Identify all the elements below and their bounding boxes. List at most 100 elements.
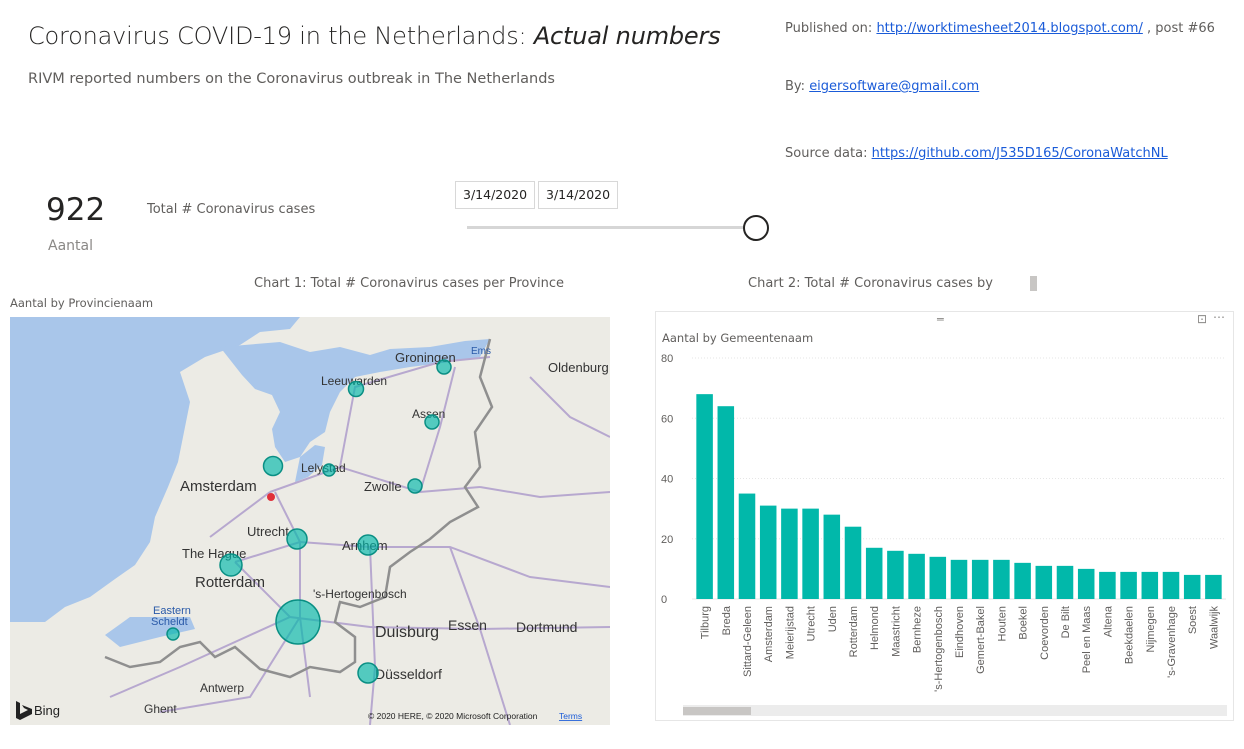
province-bubble bbox=[436, 359, 452, 375]
bar[interactable] bbox=[823, 514, 841, 599]
x-tick-label: Tilburg bbox=[700, 606, 712, 639]
bar[interactable] bbox=[993, 559, 1010, 599]
national-border bbox=[104, 338, 494, 679]
published-line: Published on: http://worktimesheet2014.b… bbox=[785, 21, 1215, 36]
place-label: 's-Hertogenbosch bbox=[313, 587, 407, 601]
source-data-link[interactable]: https://github.com/J535D165/CoronaWatchN… bbox=[871, 146, 1168, 161]
province-bubble bbox=[347, 380, 365, 398]
map-chart-title: Chart 1: Total # Coronavirus cases per P… bbox=[254, 276, 565, 291]
bar[interactable] bbox=[1099, 571, 1116, 599]
province-bubble bbox=[219, 553, 243, 577]
drag-handle-icon[interactable]: ═ bbox=[937, 313, 944, 326]
bar-chart-title: Chart 2: Total # Coronavirus cases by bbox=[748, 276, 993, 291]
bar[interactable] bbox=[971, 559, 989, 599]
y-tick-label: 60 bbox=[661, 413, 673, 425]
place-label: Ghent bbox=[144, 702, 177, 716]
place-label: Antwerp bbox=[200, 681, 244, 695]
province-bubble bbox=[357, 534, 379, 556]
province-bubble bbox=[286, 528, 308, 550]
x-tick-label: Uden bbox=[827, 606, 839, 632]
bar[interactable] bbox=[1205, 574, 1222, 599]
bar[interactable] bbox=[1141, 571, 1159, 599]
bar[interactable] bbox=[1056, 565, 1074, 599]
x-tick-label: Rotterdam bbox=[848, 606, 860, 657]
x-tick-label: Gemert-Bakel bbox=[975, 606, 987, 674]
place-label: Essen bbox=[448, 617, 487, 633]
x-tick-label: Breda bbox=[721, 605, 733, 635]
north-sea bbox=[10, 317, 300, 622]
province-bubble bbox=[322, 463, 336, 477]
x-tick-label: Meierijstad bbox=[784, 606, 796, 659]
page-title: Coronavirus COVID-19 in the Netherlands:… bbox=[28, 22, 721, 50]
published-link[interactable]: http://worktimesheet2014.blogspot.com/ bbox=[876, 21, 1143, 36]
bar[interactable] bbox=[1162, 571, 1180, 599]
author-email-link[interactable]: eigersoftware@gmail.com bbox=[809, 79, 980, 94]
focus-mode-icon[interactable]: ⊡ bbox=[1197, 312, 1208, 326]
scrollbar-thumb[interactable] bbox=[683, 707, 751, 715]
bar[interactable] bbox=[738, 493, 756, 599]
place-label: Dortmund bbox=[516, 619, 577, 635]
x-tick-label: 's-Hertogenbosch bbox=[933, 606, 945, 692]
bar[interactable] bbox=[781, 508, 798, 599]
x-tick-label: 's-Gravenhage bbox=[1166, 606, 1178, 678]
date-slider-track[interactable] bbox=[467, 226, 755, 229]
x-tick-label: Eindhoven bbox=[954, 606, 966, 658]
horizontal-scrollbar[interactable] bbox=[683, 705, 1227, 716]
date-end-input[interactable]: 3/14/2020 bbox=[538, 181, 619, 209]
bar[interactable] bbox=[1120, 571, 1137, 599]
map-viz-title: Aantal by Provincienaam bbox=[10, 296, 154, 310]
map-terms-link[interactable]: Terms bbox=[559, 711, 582, 721]
x-tick-label: Peel en Maas bbox=[1081, 606, 1093, 674]
bar[interactable] bbox=[1077, 568, 1095, 599]
bar-viz-title: Aantal by Gemeentenaam bbox=[662, 331, 814, 345]
x-tick-label: De Bilt bbox=[1060, 606, 1072, 638]
bar[interactable] bbox=[696, 394, 713, 599]
bar[interactable] bbox=[717, 406, 735, 599]
bar[interactable] bbox=[865, 547, 883, 599]
x-tick-label: Utrecht bbox=[806, 606, 818, 641]
source-line: Source data: https://github.com/J535D165… bbox=[785, 146, 1168, 161]
bar[interactable] bbox=[908, 553, 925, 599]
province-map[interactable]: Groningen Leeuwarden Oldenburg Assen Lel… bbox=[10, 317, 610, 725]
place-label: Zwolle bbox=[364, 479, 402, 494]
place-label: Eastern bbox=[153, 605, 191, 617]
title-main: Coronavirus COVID-19 in the Netherlands: bbox=[28, 22, 534, 50]
x-tick-label: Nijmegen bbox=[1145, 606, 1157, 652]
x-tick-label: Bernheze bbox=[912, 606, 924, 653]
bar[interactable] bbox=[802, 508, 819, 599]
bar[interactable] bbox=[844, 526, 862, 599]
date-slider-handle[interactable] bbox=[743, 215, 769, 241]
x-tick-label: Houten bbox=[996, 606, 1008, 641]
y-tick-label: 0 bbox=[661, 594, 667, 606]
card-title: Total # Coronavirus cases bbox=[147, 202, 316, 217]
bar[interactable] bbox=[1035, 565, 1053, 599]
bar[interactable] bbox=[759, 505, 777, 599]
place-label: Oldenburg bbox=[548, 360, 609, 375]
published-prefix: Published on: bbox=[785, 21, 877, 36]
province-bubble bbox=[275, 599, 321, 645]
province-bubble bbox=[424, 414, 440, 430]
place-label: Amsterdam bbox=[180, 478, 257, 495]
capital-marker bbox=[267, 493, 275, 501]
title-emphasis: Actual numbers bbox=[533, 22, 721, 50]
x-tick-label: Beekdaelen bbox=[1124, 606, 1136, 664]
bar[interactable] bbox=[1183, 574, 1201, 599]
bar-chart-panel[interactable]: ═ ⊡ ⋯ Aantal by Gemeentenaam 0 20 40 60 80 Ti… bbox=[655, 310, 1234, 721]
province-bubble bbox=[262, 455, 284, 477]
place-label: Düsseldorf bbox=[375, 666, 442, 682]
more-options-icon[interactable]: ⋯ bbox=[1213, 310, 1225, 324]
bar[interactable] bbox=[929, 556, 947, 599]
bar[interactable] bbox=[887, 550, 904, 599]
card-value: 922 bbox=[46, 192, 106, 228]
published-suffix: , post #66 bbox=[1142, 21, 1215, 36]
province-bubble bbox=[166, 627, 180, 641]
bar[interactable] bbox=[1014, 562, 1031, 599]
place-label: Rotterdam bbox=[195, 574, 265, 591]
x-tick-label: Sittard-Geleen bbox=[742, 606, 754, 677]
date-start-input[interactable]: 3/14/2020 bbox=[455, 181, 536, 209]
page-subtitle: RIVM reported numbers on the Coronavirus… bbox=[28, 71, 555, 87]
place-label: Duisburg bbox=[375, 624, 439, 641]
x-tick-label: Amsterdam bbox=[763, 606, 775, 662]
x-tick-label: Altena bbox=[1102, 605, 1114, 637]
bar[interactable] bbox=[950, 559, 968, 599]
